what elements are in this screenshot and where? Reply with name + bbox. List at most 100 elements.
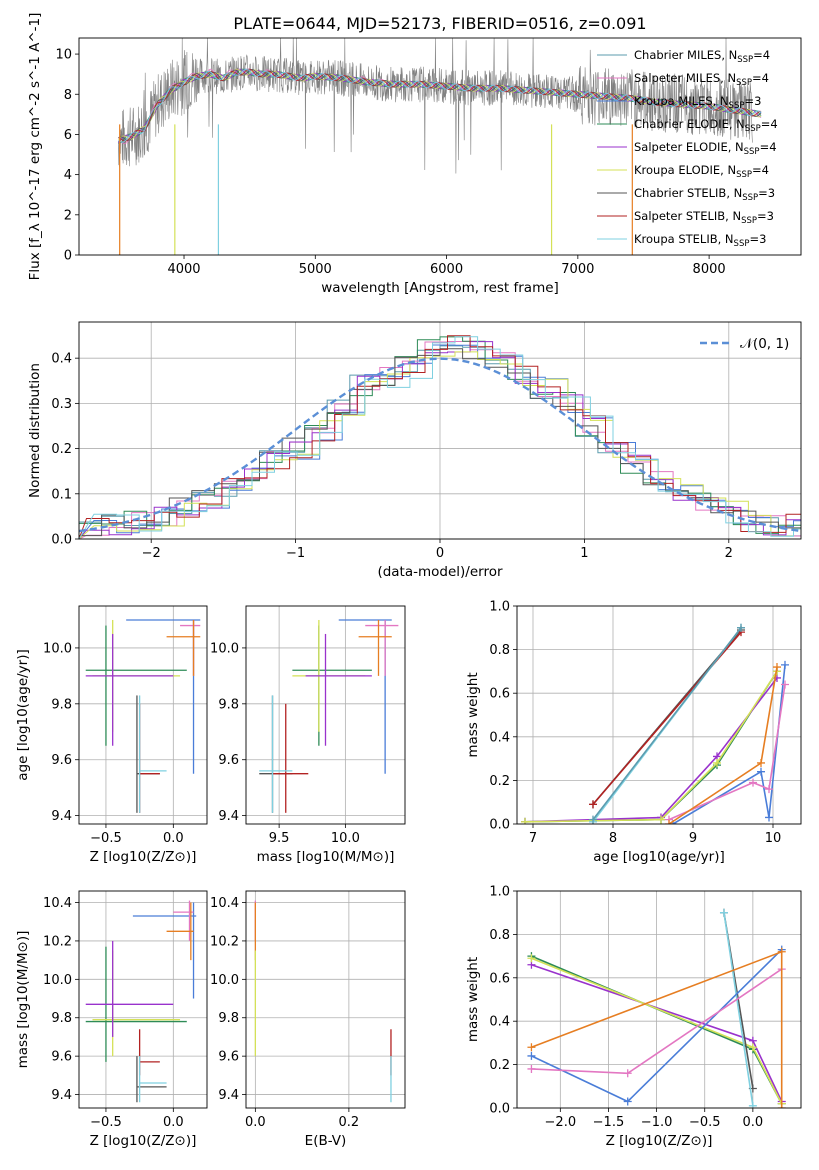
xtick-label: −1.5	[593, 1115, 625, 1130]
x-axis-label: Z [log10(Z/Z⊙)]	[90, 849, 197, 865]
y-axis-label: mass weight	[465, 957, 481, 1042]
weight-marker	[781, 660, 789, 669]
ytick-label: 9.4	[218, 1088, 239, 1103]
weight-line	[592, 627, 742, 821]
weight-marker	[765, 785, 773, 794]
ytick-label: 10	[55, 48, 72, 63]
xtick-label: 1	[580, 546, 588, 561]
axes-frame	[78, 605, 208, 825]
x-axis-label: mass [log10(M/M⊙)]	[257, 849, 395, 865]
weight-marker	[777, 947, 786, 956]
ytick-label: 0.3	[51, 397, 72, 412]
model-spectrum	[118, 68, 762, 142]
ytick-label: 10.0	[210, 641, 239, 656]
ytick-label: 0.2	[51, 442, 72, 457]
legend-entry: Salpeter ELODIE, NSSP=4	[634, 140, 777, 157]
xtick-label: 0.0	[245, 1115, 266, 1130]
axes-frame	[78, 321, 802, 540]
ytick-label: 9.8	[51, 1011, 72, 1026]
xtick-label: 2	[725, 546, 733, 561]
y-axis-label: mass [log10(M/M⊙)]	[15, 931, 31, 1069]
x-axis-label: Z [log10(Z/Z⊙)]	[90, 1133, 197, 1149]
xtick-label: 5000	[299, 262, 332, 277]
weight-marker	[521, 817, 529, 824]
weight-marker	[757, 767, 765, 776]
ytick-label: 10.2	[210, 934, 239, 949]
legend-entry: Salpeter STELIB, NSSP=3	[634, 209, 774, 226]
ytick-label: 4	[64, 168, 72, 183]
weight-marker	[765, 813, 773, 822]
weight-marker	[737, 623, 745, 632]
xtick-label: −2	[142, 546, 161, 561]
x-axis-label: wavelength [Angstrom, rest frame]	[321, 280, 559, 296]
weight-marker	[781, 680, 789, 689]
ytick-label: 9.6	[218, 1050, 239, 1065]
ytick-label: 10.4	[43, 896, 72, 911]
ytick-label: 9.6	[218, 753, 239, 768]
weight-marker	[589, 815, 597, 824]
xtick-label: 8	[609, 831, 617, 846]
weight-marker	[748, 1101, 757, 1108]
xtick-label: 7000	[561, 262, 594, 277]
weight-line	[723, 912, 754, 1106]
ytick-label: 0.0	[489, 818, 510, 833]
ytick-label: 9.4	[51, 809, 72, 824]
plot-area	[521, 623, 789, 824]
weight-marker	[589, 800, 597, 809]
xtick-label: −1.0	[641, 1115, 673, 1130]
ytick-label: 9.6	[51, 1050, 72, 1065]
legend-entry: Kroupa ELODIE, NSSP=4	[634, 163, 769, 180]
plot-area	[254, 900, 392, 1103]
panel-massweight-vs-Z: −2.0 −1.5 −1.0 −0.5 0.0 0.0 0.2 0.4 0.6 0.8 1.0 Z […	[465, 885, 802, 1149]
ytick-label: 10.0	[43, 641, 72, 656]
normal-curve	[79, 357, 801, 533]
weight-marker	[657, 815, 665, 824]
histogram-salpeter-stelib	[79, 335, 801, 539]
ytick-label: 10.0	[43, 973, 72, 988]
weight-marker	[748, 1043, 757, 1052]
weight-marker	[757, 758, 765, 767]
xtick-label: 0.0	[743, 1115, 764, 1130]
ytick-label: 10.0	[210, 973, 239, 988]
weight-marker	[527, 1043, 536, 1052]
ytick-label: 9.8	[218, 697, 239, 712]
weight-marker	[749, 778, 757, 787]
xtick-label: −0.5	[90, 1115, 122, 1130]
ytick-label: 0.4	[51, 352, 72, 367]
weight-marker	[527, 1051, 536, 1060]
xtick-label: 4000	[167, 262, 200, 277]
panel-mass-vs-Z: −0.5 0.0 9.4 9.6 9.8 10.0 10.2 10.4 Z [log10(Z/Z…	[15, 890, 208, 1149]
ytick-label: 0.8	[489, 643, 510, 658]
weight-marker	[719, 908, 728, 917]
plot-area	[118, 38, 762, 255]
xtick-label: 8000	[693, 262, 726, 277]
histogram-salpeter-elodie	[79, 341, 801, 539]
xtick-label: 6000	[430, 262, 463, 277]
panel-residuals: −2 −1 0 1 2 0.0 0.1 0.2 0.3 0.4 (data-model)/error…	[27, 321, 802, 580]
xtick-label: −2.0	[545, 1115, 577, 1130]
ytick-label: 2	[64, 208, 72, 223]
xtick-label: 10.0	[331, 831, 360, 846]
panel-massweight-vs-age: 7 8 9 10 0.0 0.2 0.4 0.6 0.8 1.0 age [log10(age/yr…	[465, 600, 802, 865]
y-axis-label: mass weight	[465, 672, 481, 757]
model-spectrum	[118, 68, 762, 143]
histogram-kroupa-stelib	[79, 336, 801, 539]
weight-marker	[713, 758, 721, 767]
panel-spectrum: 4000 5000 6000 7000 8000 0 2 4 6 8 10 wavelength [A…	[27, 13, 802, 296]
legend-entry: Chabrier MILES, NSSP=4	[634, 48, 770, 65]
y-axis-label: Normed distribution	[27, 363, 43, 498]
axes-frame	[78, 37, 802, 256]
plot-area	[259, 619, 399, 813]
xtick-label: −1	[286, 546, 305, 561]
weight-line	[668, 684, 786, 821]
xtick-label: 9.5	[269, 831, 290, 846]
ytick-label: 8	[64, 88, 72, 103]
ytick-label: 10.2	[43, 934, 72, 949]
ytick-label: 0.2	[489, 774, 510, 789]
axes-frame	[78, 890, 208, 1109]
xtick-label: 0.0	[163, 1115, 184, 1130]
ytick-label: 9.6	[51, 753, 72, 768]
ytick-label: 6	[64, 128, 72, 143]
weight-marker	[623, 1097, 632, 1106]
xtick-label: 0.2	[339, 1115, 360, 1130]
